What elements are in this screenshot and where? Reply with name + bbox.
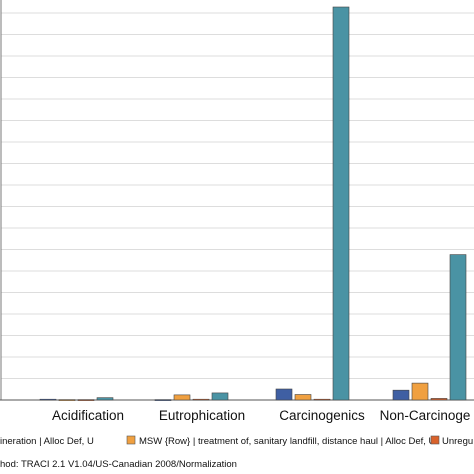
legend-label-1: ineration | Alloc Def, U bbox=[0, 436, 94, 447]
bar-series-3-cat-3 bbox=[313, 398, 331, 401]
category-labels: Acidification Eutrophication Carcinogenics… bbox=[52, 408, 470, 423]
grid-lines bbox=[1, 12, 474, 401]
method-caption: hod: TRACI 2.1 V1.04/US-Canadian 2008/No… bbox=[0, 459, 237, 470]
category-label: Carcinogenics bbox=[279, 408, 365, 423]
bar-series-3-cat-1 bbox=[77, 399, 95, 401]
legend-swatch-3 bbox=[430, 435, 440, 445]
bar-series-2-cat-3 bbox=[294, 394, 312, 401]
bar-series-1-cat-3 bbox=[275, 388, 293, 401]
category-label: Non-Carcinoge bbox=[380, 408, 471, 423]
bar-series-1-cat-2 bbox=[154, 399, 172, 401]
bar-series-3-cat-4 bbox=[430, 398, 448, 401]
bar-series-2-cat-2 bbox=[173, 394, 191, 401]
bar-series-2-cat-4 bbox=[411, 382, 429, 401]
legend: ineration | Alloc Def, U MSW {Row} | tre… bbox=[0, 435, 473, 447]
legend-swatch-2 bbox=[126, 435, 136, 445]
category-label: Eutrophication bbox=[159, 408, 245, 423]
bar-series-4-cat-3 bbox=[332, 6, 350, 401]
bar-series-4-cat-2 bbox=[211, 392, 229, 401]
bar-series-3-cat-2 bbox=[192, 398, 210, 401]
bar-series-4-cat-1 bbox=[96, 397, 114, 401]
bar-series-2-cat-1 bbox=[58, 399, 76, 401]
legend-label-3: Unregu bbox=[442, 436, 473, 447]
bar-series-1-cat-4 bbox=[392, 389, 410, 401]
bar-series-4-cat-4 bbox=[449, 254, 467, 401]
bar-series-1-cat-1 bbox=[39, 398, 57, 401]
bars bbox=[39, 6, 467, 401]
category-label: Acidification bbox=[52, 408, 124, 423]
legend-label-2: MSW {Row} | treatment of, sanitary landf… bbox=[139, 436, 436, 447]
